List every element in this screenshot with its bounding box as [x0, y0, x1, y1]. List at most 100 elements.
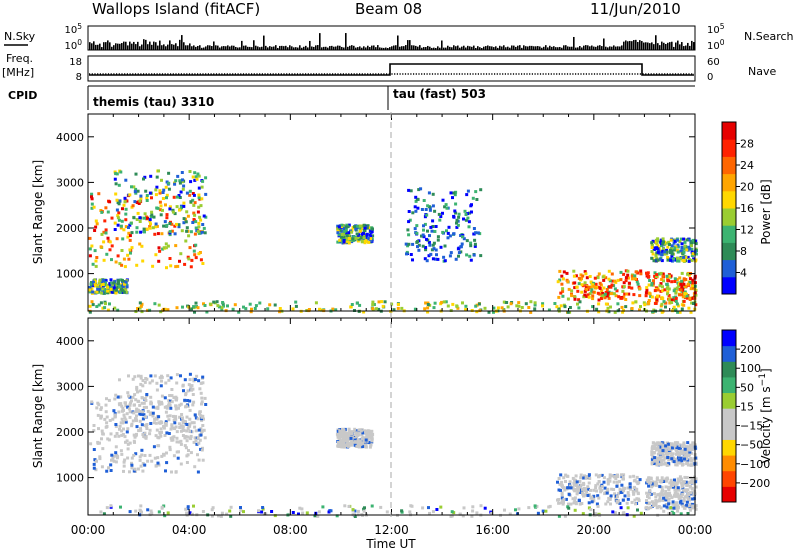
- noise-bar: [321, 47, 323, 50]
- rti-cell: [173, 415, 177, 419]
- noise-bar: [475, 47, 477, 50]
- rti-cell: [194, 438, 198, 442]
- rti-cell: [185, 423, 189, 426]
- noise-bar: [407, 40, 409, 50]
- noise-bar: [413, 45, 415, 50]
- rti-cell: [604, 291, 608, 294]
- rti-cell: [135, 226, 139, 230]
- rti-cell: [675, 441, 679, 445]
- rti-cell: [167, 418, 171, 422]
- rti-cell: [431, 204, 435, 208]
- noise-bar: [155, 42, 157, 50]
- rti-cell: [477, 302, 481, 306]
- noise-bar: [653, 44, 655, 50]
- rti-cell: [438, 218, 442, 222]
- rti-cell: [149, 395, 153, 399]
- rti-cell: [688, 258, 691, 262]
- rti-cell: [598, 286, 602, 290]
- rti-cell: [122, 257, 126, 261]
- rti-cell: [472, 232, 476, 236]
- noise-bar: [243, 45, 245, 50]
- rti-cell: [127, 374, 130, 378]
- noise-bar: [401, 46, 403, 50]
- rti-cell: [178, 415, 182, 419]
- rti-cell: [149, 411, 153, 415]
- rti-cell: [169, 399, 172, 403]
- rti-cell: [694, 303, 698, 307]
- colorbar-swatch: [722, 392, 736, 409]
- noise-bar: [307, 47, 309, 50]
- rti-cell: [691, 502, 695, 506]
- rti-cell: [417, 243, 421, 247]
- rti-cell: [626, 497, 630, 501]
- rti-cell: [647, 476, 651, 480]
- rti-cell: [601, 294, 605, 298]
- rti-cell: [110, 290, 114, 294]
- rti-cell: [664, 485, 668, 489]
- rti-cell: [347, 427, 351, 431]
- rti-cell: [676, 250, 680, 254]
- colorbar-swatch: [722, 455, 736, 472]
- noise-bar: [347, 46, 349, 50]
- rti-cell: [669, 251, 672, 254]
- rti-cell: [570, 294, 574, 298]
- rti-cell: [427, 240, 431, 244]
- rti-cell: [439, 505, 443, 509]
- rti-cell: [121, 237, 125, 241]
- rti-cell: [196, 436, 200, 440]
- rti-cell: [560, 484, 564, 487]
- rti-cell: [677, 284, 681, 288]
- rti-cell: [135, 263, 139, 267]
- rti-cell: [453, 209, 457, 213]
- rti-cell: [651, 480, 655, 484]
- rti-cell: [663, 242, 667, 246]
- rti-cell: [645, 491, 649, 495]
- rti-cell: [181, 187, 185, 191]
- rti-cell: [114, 423, 118, 426]
- rti-cell: [588, 292, 592, 296]
- rti-cell: [129, 401, 132, 405]
- rti-cell: [193, 378, 197, 381]
- rti-cell: [678, 257, 682, 261]
- rti-cell: [500, 306, 504, 310]
- rti-cell: [456, 306, 460, 310]
- noise-bar: [645, 42, 647, 50]
- rti-cell: [673, 280, 677, 283]
- rti-cell: [464, 304, 468, 308]
- rti-cell: [99, 414, 103, 418]
- rti-cell: [431, 192, 435, 196]
- rti-cell: [174, 395, 178, 399]
- rti-cell: [123, 401, 127, 405]
- rti-cell: [659, 455, 663, 459]
- rti-cell: [573, 478, 577, 482]
- rti-cell: [123, 200, 127, 204]
- rti-cell: [137, 429, 141, 433]
- rti-cell: [122, 413, 126, 417]
- rti-cell: [541, 509, 545, 513]
- rti-cell: [368, 445, 372, 449]
- rti-cell: [473, 238, 477, 242]
- rti-cell: [340, 235, 344, 239]
- rti-cell: [682, 480, 686, 484]
- rti-cell: [110, 258, 113, 262]
- rti-cell: [579, 273, 583, 277]
- rti-cell: [156, 444, 160, 448]
- noise-bar: [669, 42, 671, 50]
- rti-cell: [622, 477, 625, 481]
- rti-cell: [356, 509, 360, 513]
- rti-cell: [647, 274, 651, 278]
- rti-cell: [568, 484, 572, 488]
- rti-cell: [184, 220, 188, 224]
- rti-cell: [677, 446, 681, 450]
- rti-cell: [583, 293, 587, 297]
- rti-cell: [112, 459, 116, 463]
- rti-cell: [688, 281, 692, 284]
- rti-cell: [359, 429, 363, 433]
- rti-cell: [559, 291, 563, 295]
- rti-cell: [560, 493, 564, 497]
- noise-bar: [271, 46, 273, 50]
- rti-cell: [558, 278, 562, 282]
- rti-cell: [113, 221, 117, 225]
- rti-cell: [200, 448, 204, 452]
- noise-bar: [351, 45, 353, 50]
